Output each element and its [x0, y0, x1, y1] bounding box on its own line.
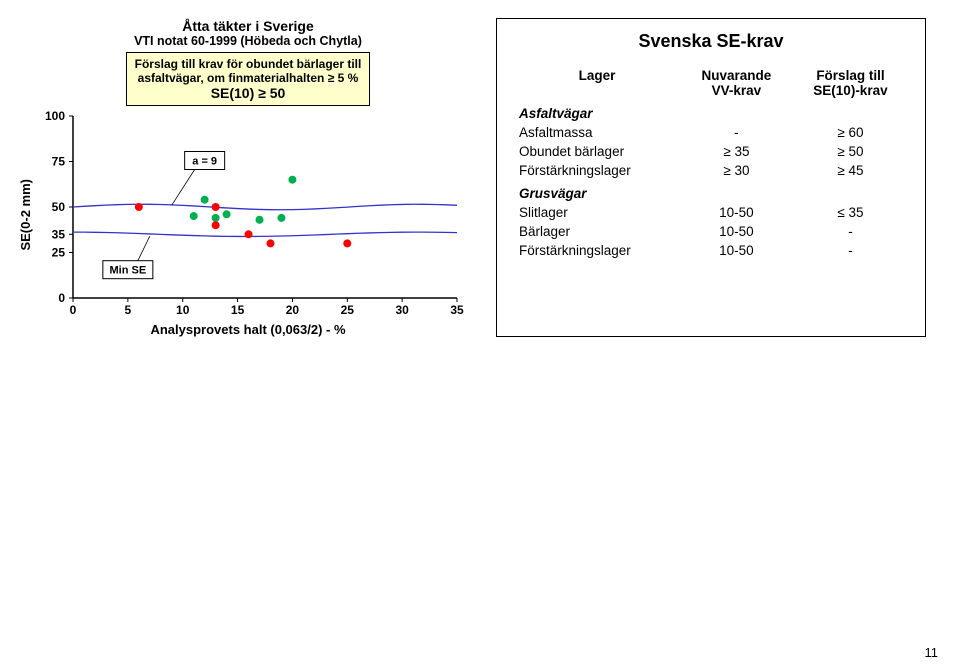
svg-text:10: 10	[176, 303, 190, 317]
category-row: Asfaltvägar	[513, 100, 909, 123]
chart-xlabel: Analysprovets halt (0,063/2) - %	[18, 322, 478, 337]
svg-text:15: 15	[231, 303, 245, 317]
svg-text:25: 25	[341, 303, 355, 317]
chart-title: Åtta täkter i Sverige	[18, 18, 478, 34]
table-row: Förstärkningslager≥ 30≥ 45	[513, 161, 909, 180]
svg-text:a = 9: a = 9	[192, 156, 217, 168]
table-region: Svenska SE-krav Lager Nuvarande VV-krav …	[496, 18, 926, 337]
proposal-line1: Förslag till krav för obundet bärlager t…	[135, 57, 362, 71]
svg-text:35: 35	[450, 303, 464, 317]
page-layout: Åtta täkter i Sverige VTI notat 60-1999 …	[18, 18, 942, 337]
svg-text:30: 30	[395, 303, 409, 317]
table-row: Förstärkningslager10-50-	[513, 241, 909, 260]
proposal-line3: SE(10) ≥ 50	[135, 85, 362, 101]
svg-text:25: 25	[52, 246, 66, 260]
svg-text:0: 0	[70, 303, 77, 317]
svg-text:20: 20	[286, 303, 300, 317]
scatter-chart: 0 25 50 75 100 35 0 5 10 15 20 25 30 35 a = 9 Min SE	[35, 110, 465, 320]
proposal-box: Förslag till krav för obundet bärlager t…	[126, 52, 371, 106]
se-krav-table: Lager Nuvarande VV-krav Förslag till SE(…	[513, 66, 909, 260]
proposal-line2: asfaltvägar, om finmaterialhalten ≥ 5 %	[135, 71, 362, 85]
svg-text:5: 5	[125, 303, 132, 317]
th-vv: Nuvarande VV-krav	[681, 66, 792, 100]
table-title: Svenska SE-krav	[513, 31, 909, 52]
table-row: Asfaltmassa-≥ 60	[513, 123, 909, 142]
svg-text:75: 75	[52, 155, 66, 169]
category-row: Grusvägar	[513, 180, 909, 203]
table-row: Bärlager10-50-	[513, 222, 909, 241]
svg-text:35: 35	[52, 227, 66, 241]
chart-subtitle: VTI notat 60-1999 (Höbeda och Chytla)	[18, 34, 478, 48]
th-layer: Lager	[513, 66, 681, 100]
svg-text:0: 0	[58, 291, 65, 305]
page-number: 11	[925, 645, 939, 660]
svg-text:50: 50	[52, 200, 66, 214]
chart-ylabel: SE(0-2 mm)	[18, 179, 33, 251]
svg-text:Min SE: Min SE	[110, 265, 147, 277]
chart-region: Åtta täkter i Sverige VTI notat 60-1999 …	[18, 18, 478, 337]
svg-text:100: 100	[45, 110, 65, 123]
table-row: Slitlager10-50≤ 35	[513, 203, 909, 222]
table-row: Obundet bärlager≥ 35≥ 50	[513, 142, 909, 161]
th-se: Förslag till SE(10)-krav	[792, 66, 909, 100]
